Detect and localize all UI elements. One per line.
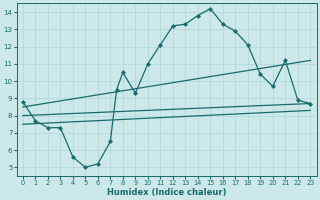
X-axis label: Humidex (Indice chaleur): Humidex (Indice chaleur)	[107, 188, 226, 197]
